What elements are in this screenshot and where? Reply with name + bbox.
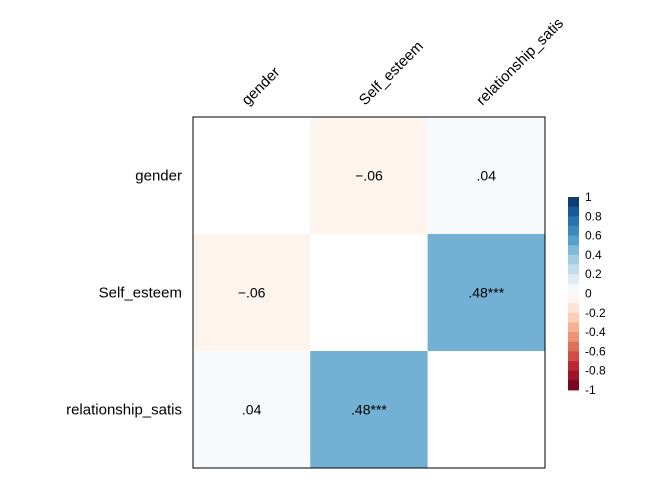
cell-labels-layer: −.06 .04 −.06 .48*** .04 .48*** (238, 168, 505, 418)
colorbar-segment (568, 312, 579, 323)
colorbar-tick-label: -0.6 (585, 344, 606, 358)
cells-layer (193, 117, 546, 469)
colorbar-segment (568, 225, 579, 236)
colorbar-tick-label: -0.2 (585, 306, 606, 320)
colorbar-segment (568, 274, 579, 285)
heatmap-cell (193, 234, 311, 352)
heatmap-cell (310, 351, 429, 469)
column-label: Self_esteem (356, 38, 427, 109)
cell-value-label: −.06 (238, 285, 266, 301)
colorbar-tick-label: -1 (585, 383, 596, 397)
heatmap-cell (310, 234, 429, 352)
colorbar-segment (568, 245, 579, 256)
colorbar-tick-label: -0.8 (585, 364, 606, 378)
colorbar-segment (568, 303, 579, 314)
heatmap-cell (193, 117, 311, 235)
colorbar-segment (568, 332, 579, 343)
heatmap-cell (427, 117, 546, 235)
colorbar-segment (568, 264, 579, 275)
heatmap-cell (193, 351, 311, 469)
row-label: Self_esteem (99, 285, 182, 302)
colorbar-tick-label: 0.2 (585, 267, 602, 281)
colorbar-segment (568, 206, 579, 217)
column-label: relationship_satis (473, 15, 567, 109)
colorbar-tick-label: -0.4 (585, 325, 606, 339)
row-label: relationship_satis (66, 402, 182, 419)
row-label: gender (135, 168, 182, 185)
colorbar-segment (568, 351, 579, 362)
colorbar-segment (568, 380, 579, 391)
column-label: gender (238, 64, 283, 109)
colorbar-segment (568, 197, 579, 208)
cell-value-label: .48*** (468, 285, 504, 301)
colorbar-segment (568, 216, 579, 227)
cell-value-label: .04 (477, 168, 497, 184)
colorbar-segment (568, 322, 579, 333)
cell-value-label: .04 (242, 402, 262, 418)
colorbar-segment (568, 235, 579, 246)
colorbar-tick-label: 0.8 (585, 209, 602, 223)
colorbar-tick-label: 0 (585, 287, 592, 301)
colorbar-segment (568, 370, 579, 381)
colorbar-segment (568, 361, 579, 372)
colorbar-tick-label: 1 (585, 190, 592, 204)
heatmap-cell (427, 351, 546, 469)
plot-border (192, 116, 546, 469)
colorbar-tick-label: 0.4 (585, 248, 602, 262)
colorbar-segment (568, 341, 579, 352)
colorbar-segment (568, 254, 579, 265)
cell-value-label: −.06 (355, 168, 383, 184)
colorbar-segment (568, 283, 579, 294)
heatmap-cell (427, 234, 546, 352)
heatmap-cell (310, 117, 429, 235)
cell-value-label: .48*** (351, 402, 387, 418)
colorbar-tick-label: 0.6 (585, 229, 602, 243)
colorbar: 1 0.8 0.6 0.4 0.2 0 -0.2 -0.4 -0.6 -0.8 -1 (568, 190, 606, 397)
colorbar-segment (568, 293, 579, 304)
